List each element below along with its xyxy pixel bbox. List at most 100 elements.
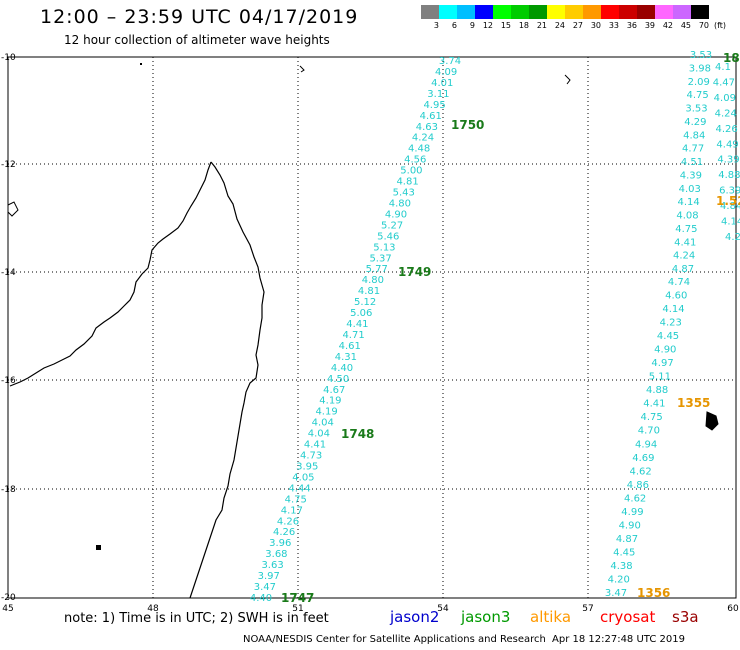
wave-height-value: 4.45 (657, 331, 679, 342)
map-title: 12:00 – 23:59 UTC 04/17/2019 (40, 6, 359, 28)
wave-height-value: 4.75 (686, 90, 708, 101)
wave-height-value: 3.68 (265, 549, 287, 560)
scale-swatch (475, 5, 493, 19)
scale-label: 27 (572, 21, 583, 30)
wave-height-value: 4.2 (725, 232, 740, 243)
wave-height-value: 4.17 (281, 505, 303, 516)
credit-line: NOAA/NESDIS Center for Satellite Applica… (243, 634, 546, 645)
latitude-label: -20 (1, 593, 16, 603)
scale-label: 45 (680, 21, 691, 30)
pass-time-label: 1750 (451, 118, 484, 132)
wave-height-value: 4.44 (288, 483, 310, 494)
scale-label: 18 (518, 21, 529, 30)
wave-height-value: 4.51 (681, 157, 703, 168)
wave-height-value: 4.77 (682, 144, 704, 155)
wave-height-value: 4.47 (713, 77, 735, 88)
wave-height-value: 4.04 (308, 429, 330, 440)
wave-height-value: 4.75 (675, 224, 697, 235)
scale-swatch (691, 5, 709, 19)
latitude-label: -16 (1, 376, 16, 386)
wave-height-value: 5.27 (381, 220, 403, 231)
wave-height-value: 4.20 (608, 574, 630, 585)
wave-height-value: 5.13 (373, 242, 395, 253)
wave-height-value: 4.95 (423, 100, 445, 111)
wave-height-value: 4.56 (404, 155, 426, 166)
wave-height-value: 4.41 (346, 319, 368, 330)
madagascar-coastline (9, 161, 265, 599)
wave-height-value: 4.29 (684, 117, 706, 128)
pass-time-label: 1356 (637, 586, 670, 600)
wave-height-value: 4.26 (277, 516, 299, 527)
island-shape (705, 411, 719, 431)
color-scale-labels: 3 6 9 12 15 18 21 24 27 30 33 36 39 42 45 70 (421, 21, 709, 30)
altimeter-track-2: 4.74 4.60 4.14 4.23 4.45 4.90 4.97 5.11 4.88 4.41… (605, 277, 690, 599)
wave-height-value: 4.94 (635, 439, 657, 450)
wave-height-value: 4.01 (431, 78, 453, 89)
scale-swatch (493, 5, 511, 19)
wave-height-value: 4.97 (651, 358, 673, 369)
scale-label: 12 (482, 21, 493, 30)
wave-height-value: 3.74 (439, 56, 461, 67)
wave-height-value: 4.69 (632, 453, 654, 464)
plot-frame (7, 56, 737, 599)
wave-height-value: 5.46 (377, 231, 399, 242)
longitude-label: 45 (2, 604, 13, 614)
scale-label: 9 (469, 21, 475, 30)
wave-height-value: 4.87 (616, 534, 638, 545)
legend-jason3: jason3 (461, 608, 511, 626)
scale-label: 70 (698, 21, 709, 30)
wave-height-value: 4.1 (715, 62, 731, 73)
wave-height-value: 4.48 (408, 144, 430, 155)
pass-time-labels: 1750 1749 1748 1747 1355 1356 (281, 118, 710, 605)
wave-height-value: 4.62 (630, 466, 652, 477)
wave-height-value: 4.24 (715, 108, 737, 119)
wave-height-value: 5.43 (393, 188, 415, 199)
wave-height-value: 4.41 (674, 237, 696, 248)
scale-label: 39 (644, 21, 655, 30)
scale-swatch (637, 5, 655, 19)
wave-height-value: 4.75 (285, 494, 307, 505)
scale-label: 33 (608, 21, 619, 30)
wave-height-value: 4.88 (718, 170, 740, 181)
wave-height-value: 4.26 (273, 527, 295, 538)
pass-time-label: 1747 (281, 591, 314, 605)
wave-height-value: 3.11 (427, 89, 449, 100)
wave-height-value: 4.14 (677, 197, 699, 208)
wave-height-value: 4.60 (665, 291, 687, 302)
wave-height-value: 5.37 (369, 253, 391, 264)
scale-swatch (421, 5, 439, 19)
wave-height-value: 4.99 (621, 507, 643, 518)
wave-height-value: 3.47 (254, 582, 276, 593)
scale-swatch (655, 5, 673, 19)
pass-time-label: 1749 (398, 265, 431, 279)
wave-height-value: 4.41 (304, 440, 326, 451)
wave-height-value: 4.87 (672, 264, 694, 275)
legend-cryosat: cryosat (600, 608, 656, 626)
wave-height-value: 3.95 (296, 461, 318, 472)
wave-height-value: 4.50 (327, 374, 349, 385)
longitude-label: 48 (147, 604, 159, 614)
wave-height-value: 4.09 (435, 67, 457, 78)
wave-height-value: 4.70 (638, 426, 660, 437)
wave-height-value: 4.14 (721, 217, 740, 228)
edge-labels: 181.52 (716, 51, 740, 208)
wave-height-value: 4.03 (679, 184, 701, 195)
pass-time-label: 1748 (341, 427, 374, 441)
wave-height-value: 3.47 (605, 588, 627, 599)
scale-swatch (619, 5, 637, 19)
wave-height-value: 5.12 (354, 297, 376, 308)
wave-height-value: 4.75 (640, 412, 662, 423)
wave-height-value: 5.06 (350, 308, 372, 319)
wave-height-value: 4.40 (331, 363, 353, 374)
scale-label: 30 (590, 21, 601, 30)
island-shape (7, 201, 19, 217)
wave-height-value: 4.81 (396, 177, 418, 188)
latitude-label: -12 (1, 160, 16, 170)
wave-height-value: 4.23 (660, 318, 682, 329)
color-scale (421, 5, 709, 21)
scale-swatch (673, 5, 691, 19)
latitude-label: -18 (1, 485, 16, 495)
edge-label: 1.52 (716, 194, 740, 208)
legend-s3a: s3a (672, 608, 699, 626)
